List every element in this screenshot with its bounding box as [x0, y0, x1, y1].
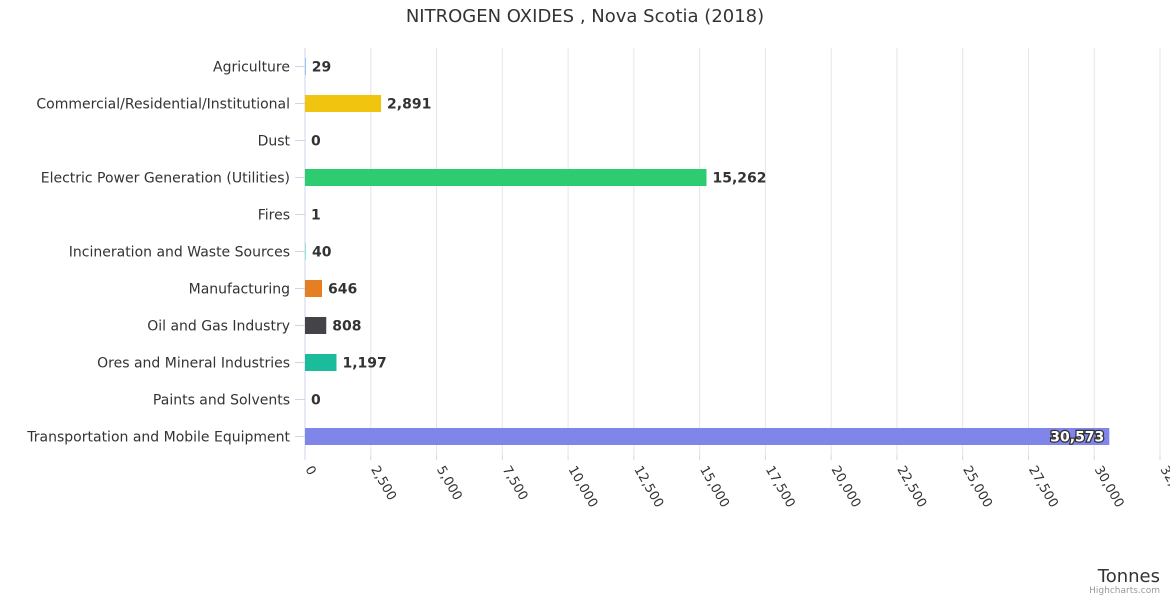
- data-label: 29: [312, 60, 331, 76]
- x-axis-ticks: 0 2,500 5,000 7,500 10,000 12,500 15,000 17,500…: [302, 455, 1170, 510]
- x-tick-label: 20,000: [828, 464, 864, 511]
- x-tick-label: 2,500: [367, 464, 399, 504]
- data-label: 0: [311, 393, 321, 409]
- category-label: Dust: [258, 134, 291, 150]
- x-tick-label: 22,500: [893, 464, 929, 511]
- category-label: Electric Power Generation (Utilities): [41, 171, 290, 187]
- category-label: Manufacturing: [189, 282, 290, 298]
- x-tick-label: 10,000: [565, 464, 601, 511]
- data-label: 30,573: [1050, 430, 1104, 446]
- data-label: 2,891: [387, 97, 431, 113]
- bar[interactable]: [305, 354, 337, 371]
- x-tick-label: 27,500: [1025, 464, 1061, 511]
- category-label: Incineration and Waste Sources: [69, 245, 290, 261]
- bar[interactable]: [305, 243, 307, 260]
- gridlines: [304, 48, 1161, 455]
- x-tick-label: 15,000: [696, 464, 732, 511]
- data-label: 1,197: [342, 356, 386, 372]
- bar[interactable]: [305, 169, 707, 186]
- x-tick-label: 30,000: [1091, 464, 1127, 511]
- bar[interactable]: [305, 95, 382, 112]
- category-label: Agriculture: [213, 60, 290, 76]
- x-tick-label: 0: [302, 464, 319, 479]
- bar[interactable]: [305, 428, 1110, 445]
- category-labels: Agriculture Commercial/Residential/Instit…: [26, 60, 305, 446]
- category-label: Ores and Mineral Industries: [97, 356, 290, 372]
- axis-title: Tonnes: [1097, 566, 1160, 587]
- data-label: 808: [332, 319, 361, 335]
- bar[interactable]: [305, 280, 322, 297]
- bars: [305, 58, 1110, 445]
- category-label: Fires: [258, 208, 290, 224]
- bar[interactable]: [305, 317, 327, 334]
- data-labels: 29 2,891 0 15,262 1 40 646 808 1,197 0 30,573: [311, 60, 1106, 447]
- data-label: 646: [328, 282, 357, 298]
- category-label: Paints and Solvents: [153, 393, 290, 409]
- chart-title: NITROGEN OXIDES , Nova Scotia (2018): [405, 6, 765, 27]
- credits-link[interactable]: Highcharts.com: [1089, 586, 1160, 596]
- data-label: 0: [311, 134, 321, 150]
- bar[interactable]: [305, 58, 306, 75]
- x-tick-label: 12,500: [630, 464, 666, 511]
- x-tick-label: 7,500: [499, 464, 531, 504]
- category-label: Oil and Gas Industry: [147, 319, 290, 335]
- x-tick-label: 5,000: [433, 464, 465, 504]
- category-label: Commercial/Residential/Institutional: [36, 97, 290, 113]
- x-tick-label: 17,500: [762, 464, 798, 511]
- data-label: 1: [311, 208, 321, 224]
- x-tick-label: 32,500: [1157, 464, 1170, 511]
- x-tick-label: 25,000: [959, 464, 995, 511]
- data-label: 15,262: [713, 171, 767, 187]
- data-label: 40: [312, 245, 332, 261]
- category-label: Transportation and Mobile Equipment: [26, 430, 290, 446]
